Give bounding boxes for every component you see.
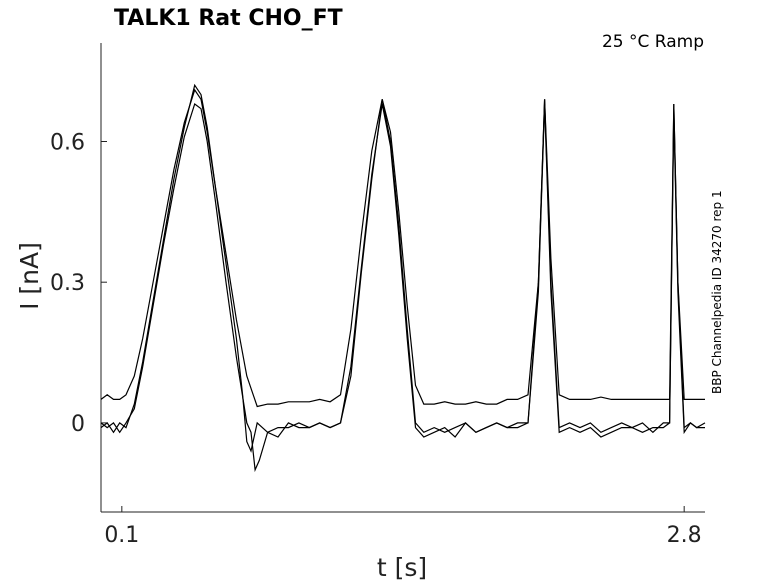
- x-tick-label: 2.8: [667, 523, 702, 548]
- y-tick-label: 0.6: [50, 130, 85, 155]
- current-trace-2: [100, 83, 706, 453]
- chart-title: TALK1 Rat CHO_FT: [114, 6, 343, 31]
- x-axis-label: t [s]: [377, 553, 427, 582]
- temperature-protocol-note: 25 °C Ramp: [602, 32, 704, 52]
- y-axis-label: I [nA]: [15, 242, 44, 310]
- ticks: 0.1 2.8 0 0.3 0.6: [50, 130, 702, 548]
- side-label: BBP Channelpedia ID 34270 rep 1: [710, 190, 724, 394]
- current-trace-3: [100, 103, 705, 473]
- current-trace-1: [100, 88, 705, 408]
- y-tick-label: 0.3: [50, 271, 85, 296]
- traces: [100, 83, 706, 473]
- x-tick-label: 0.1: [104, 523, 139, 548]
- axes: [100, 43, 705, 513]
- y-tick-label: 0: [71, 412, 85, 437]
